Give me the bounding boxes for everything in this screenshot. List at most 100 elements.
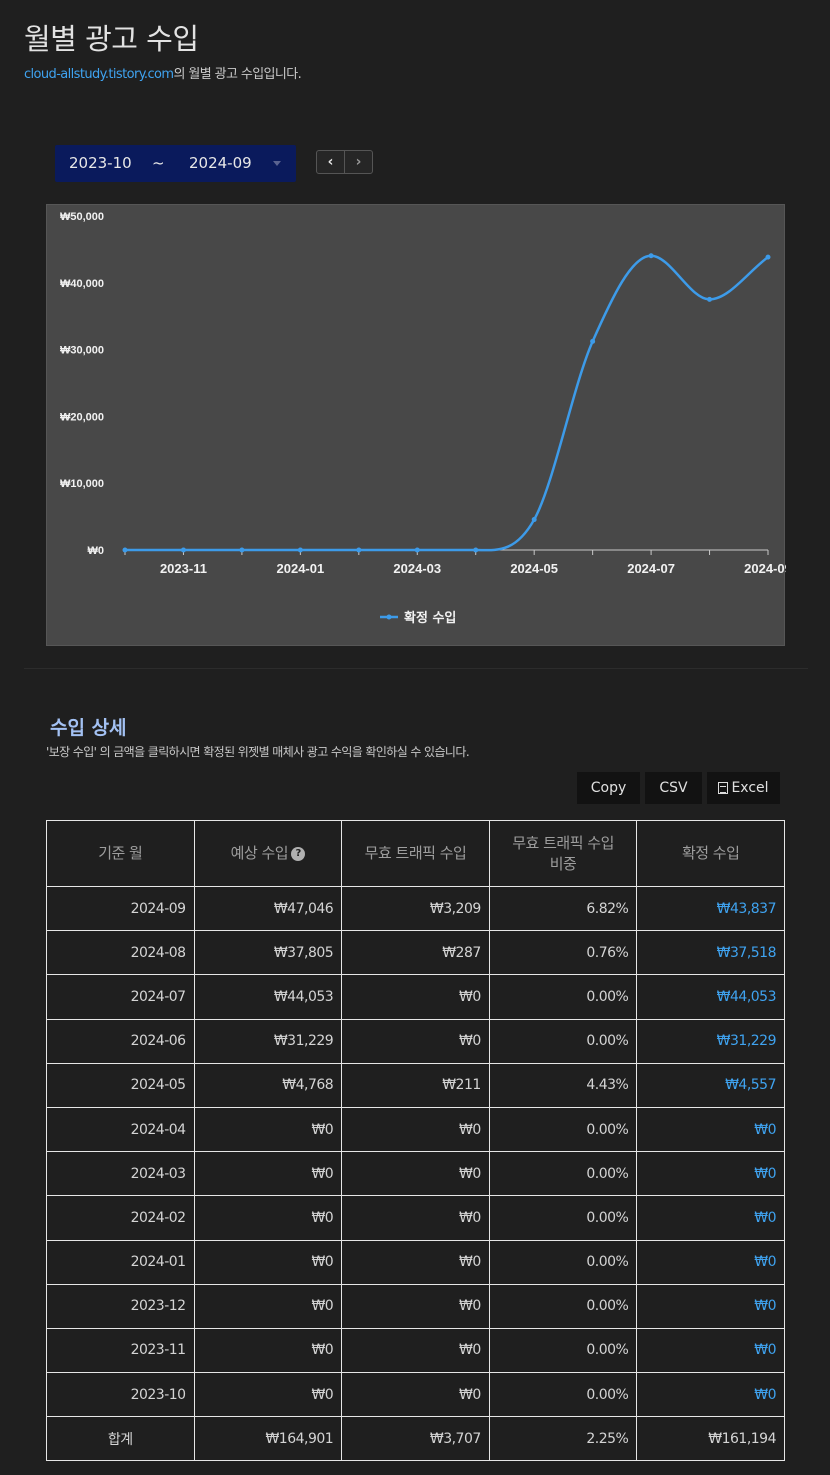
section-title: 수입 상세 [50, 717, 127, 739]
cell-month: 2024-04 [46, 1106, 195, 1153]
y-tick-label: ₩50,000 [60, 211, 104, 223]
x-tick-label: 2024-03 [393, 561, 441, 576]
income-chart: ₩0 ₩10,000 ₩20,000 ₩30,000 ₩40,000 ₩50,000 202… [46, 204, 786, 646]
cell-month: 2023-11 [46, 1327, 195, 1374]
cell-ratio: 0.00% [488, 1151, 638, 1197]
site-link[interactable]: cloud-allstudy.tistory.com [24, 67, 174, 82]
total-confirmed: ₩161,194 [636, 1416, 785, 1462]
cell-invalid: ₩0 [341, 1106, 490, 1153]
cell-invalid: ₩0 [341, 1151, 490, 1197]
cell-invalid: ₩0 [341, 974, 490, 1020]
period-nav: ‹ › [316, 150, 373, 174]
cell-expected: ₩0 [193, 1106, 343, 1153]
cell-confirmed-link[interactable]: ₩0 [636, 1239, 785, 1285]
x-tick-label: 2023-11 [160, 561, 207, 576]
cell-month: 2024-02 [46, 1195, 195, 1241]
prev-period-button[interactable]: ‹ [327, 154, 334, 170]
cell-confirmed-link[interactable]: ₩0 [636, 1283, 785, 1329]
col-ratio-label-1: 무효 트래픽 수입 [512, 833, 614, 852]
col-ratio-label-2: 비중 [549, 854, 577, 873]
cell-ratio: 0.00% [488, 1106, 638, 1153]
cell-confirmed-link[interactable]: ₩4,557 [636, 1062, 785, 1108]
col-expected-header: 예상 수입? [193, 820, 343, 887]
cell-expected: ₩37,805 [193, 930, 343, 976]
cell-invalid: ₩287 [341, 930, 490, 976]
cell-invalid: ₩0 [341, 1283, 490, 1329]
date-range-picker[interactable]: 2023-10 ~ 2024-09 [55, 145, 296, 182]
table-row: 2023-10 ₩0 ₩0 0.00% ₩0 [46, 1372, 785, 1418]
table-header-row: 기준 월 예상 수입? 무효 트래픽 수입 무효 트래픽 수입 비중 확정 수입 [46, 820, 785, 887]
cell-expected: ₩0 [193, 1195, 343, 1241]
total-invalid: ₩3,707 [341, 1416, 490, 1462]
csv-button[interactable]: CSV [645, 772, 702, 804]
cell-month: 2024-03 [46, 1151, 195, 1197]
table-row: 2024-05 ₩4,768 ₩211 4.43% ₩4,557 [46, 1062, 785, 1108]
data-point [707, 296, 713, 302]
cell-ratio: 0.00% [488, 1239, 638, 1285]
table-row: 2024-01 ₩0 ₩0 0.00% ₩0 [46, 1239, 785, 1285]
cell-month: 2023-10 [46, 1372, 195, 1418]
cell-ratio: 6.82% [488, 885, 638, 932]
table-row: 2023-11 ₩0 ₩0 0.00% ₩0 [46, 1327, 785, 1374]
table-row: 2024-07 ₩44,053 ₩0 0.00% ₩44,053 [46, 974, 785, 1020]
cell-confirmed-link[interactable]: ₩43,837 [636, 885, 785, 932]
next-period-button[interactable]: › [344, 151, 372, 173]
page-subtitle: cloud-allstudy.tistory.com의 월별 광고 수입입니다. [24, 63, 302, 82]
excel-button-label: Excel [731, 780, 769, 796]
table-row: 2024-04 ₩0 ₩0 0.00% ₩0 [46, 1106, 785, 1153]
income-chart-svg: ₩0 ₩10,000 ₩20,000 ₩30,000 ₩40,000 ₩50,000 202… [60, 211, 786, 626]
col-expected-label: 예상 수입 [230, 844, 289, 862]
chevron-down-icon [273, 161, 281, 166]
data-point [180, 547, 186, 553]
cell-confirmed-link[interactable]: ₩0 [636, 1195, 785, 1241]
y-tick-label: ₩20,000 [60, 411, 104, 423]
cell-expected: ₩47,046 [193, 885, 343, 932]
cell-ratio: 0.00% [488, 1283, 638, 1329]
excel-file-icon [718, 782, 729, 794]
data-point [765, 254, 771, 260]
copy-button[interactable]: Copy [577, 772, 640, 804]
page-title: 월별 광고 수입 [24, 22, 199, 56]
x-tick-label: 2024-05 [510, 561, 558, 576]
cell-month: 2024-07 [46, 974, 195, 1020]
legend-marker [386, 614, 392, 620]
range-separator: ~ [152, 154, 165, 172]
total-ratio: 2.25% [488, 1416, 638, 1462]
cell-ratio: 4.43% [488, 1062, 638, 1108]
cell-ratio: 0.00% [488, 1195, 638, 1241]
table-row: 2024-02 ₩0 ₩0 0.00% ₩0 [46, 1195, 785, 1241]
table-row: 2024-08 ₩37,805 ₩287 0.76% ₩37,518 [46, 930, 785, 976]
income-table: 기준 월 예상 수입? 무효 트래픽 수입 무효 트래픽 수입 비중 확정 수입 … [46, 820, 785, 1462]
data-point [473, 547, 479, 553]
x-tick-label: 2024-09 [744, 561, 786, 576]
cell-confirmed-link[interactable]: ₩0 [636, 1106, 785, 1153]
cell-confirmed-link[interactable]: ₩0 [636, 1327, 785, 1374]
cell-confirmed-link[interactable]: ₩0 [636, 1151, 785, 1197]
data-point [531, 517, 537, 523]
cell-month: 2024-06 [46, 1018, 195, 1064]
cell-ratio: 0.00% [488, 1327, 638, 1374]
section-divider [24, 668, 808, 669]
legend-label: 확정 수입 [404, 610, 456, 626]
cell-ratio: 0.00% [488, 974, 638, 1020]
cell-confirmed-link[interactable]: ₩0 [636, 1372, 785, 1418]
range-to: 2024-09 [189, 154, 252, 172]
cell-expected: ₩44,053 [193, 974, 343, 1020]
total-expected: ₩164,901 [193, 1416, 343, 1462]
cell-confirmed-link[interactable]: ₩37,518 [636, 930, 785, 976]
cell-month: 2023-12 [46, 1283, 195, 1329]
cell-invalid: ₩0 [341, 1327, 490, 1374]
data-point [122, 547, 128, 553]
cell-expected: ₩0 [193, 1239, 343, 1285]
total-label: 합계 [46, 1416, 195, 1462]
cell-confirmed-link[interactable]: ₩31,229 [636, 1018, 785, 1064]
help-icon[interactable]: ? [291, 846, 306, 861]
cell-invalid: ₩3,209 [341, 885, 490, 932]
cell-expected: ₩31,229 [193, 1018, 343, 1064]
y-tick-label: ₩30,000 [60, 345, 104, 357]
cell-invalid: ₩211 [341, 1062, 490, 1108]
cell-confirmed-link[interactable]: ₩44,053 [636, 974, 785, 1020]
excel-button[interactable]: Excel [707, 772, 780, 804]
cell-month: 2024-09 [46, 885, 195, 932]
